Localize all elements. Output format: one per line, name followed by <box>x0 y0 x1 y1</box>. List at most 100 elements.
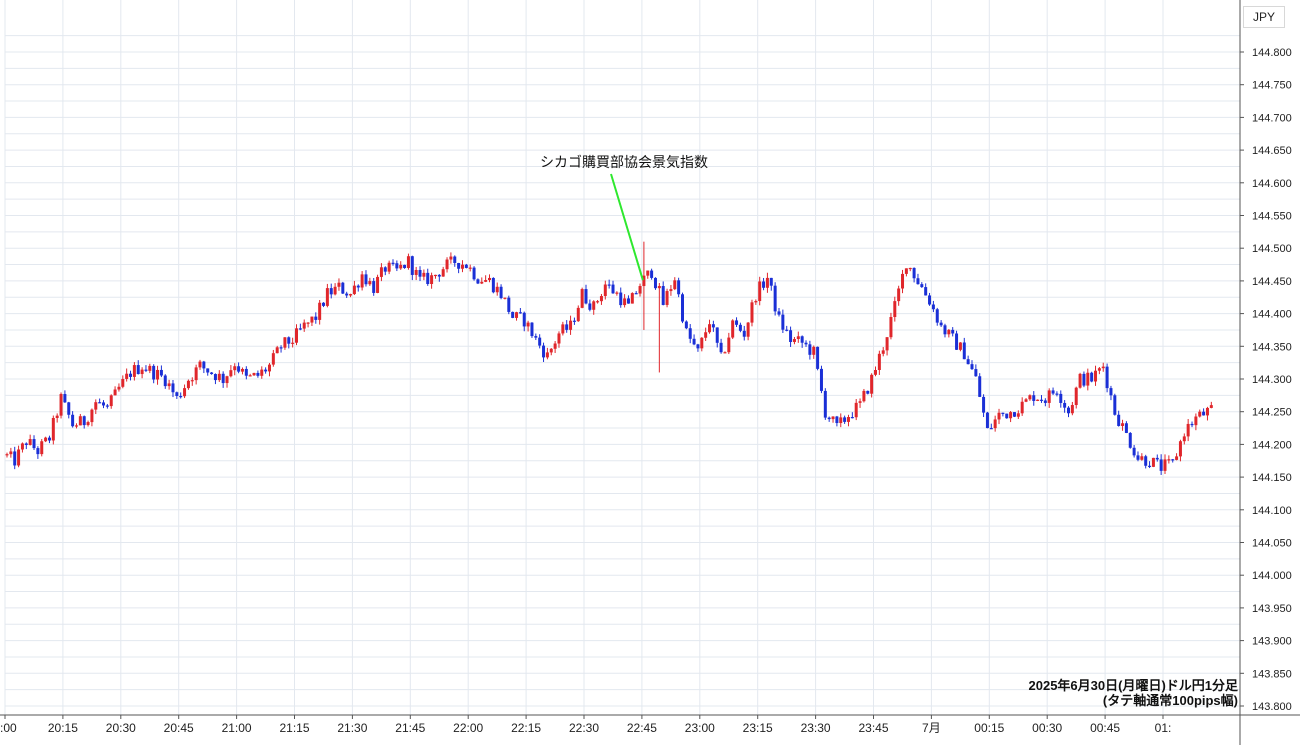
candle-down <box>202 361 206 369</box>
candle-up <box>870 374 874 394</box>
candle-down <box>634 293 638 295</box>
candle-down <box>692 338 696 345</box>
candle-up <box>78 416 82 426</box>
candle-up <box>592 301 596 310</box>
x-tick-label: 23:00 <box>685 721 715 735</box>
candle-up <box>113 389 117 396</box>
candle-down <box>24 443 28 445</box>
candle-down <box>530 322 534 337</box>
y-tick-label: 144.400 <box>1252 309 1292 321</box>
x-tick-label: 21:00 <box>222 721 252 735</box>
candle-up <box>194 367 198 381</box>
candle-up <box>132 365 136 377</box>
candle-up <box>908 267 912 270</box>
candle-down <box>1043 400 1047 403</box>
candle-down <box>542 345 546 358</box>
candle-up <box>657 286 661 289</box>
candle-up <box>337 282 341 287</box>
candle-down <box>1171 459 1175 461</box>
y-tick-label: 144.250 <box>1252 407 1292 419</box>
candle-up <box>854 402 858 418</box>
x-tick-label: 0:00 <box>0 721 17 735</box>
x-tick-label: 7月 <box>922 721 941 735</box>
candle-up <box>430 275 434 284</box>
candle-down <box>322 302 326 306</box>
candle-up <box>669 289 673 292</box>
candle-up <box>1070 405 1074 414</box>
candle-down <box>982 396 986 413</box>
candle-down <box>565 324 569 330</box>
candle-down <box>1090 372 1094 382</box>
candle-up <box>283 337 287 348</box>
candle-up <box>406 256 410 268</box>
candle-up <box>862 390 866 402</box>
candle-down <box>661 286 665 305</box>
candle-down <box>1148 465 1152 467</box>
candle-up <box>557 333 561 344</box>
x-tick-label: 23:45 <box>858 721 888 735</box>
candle-up <box>190 380 194 382</box>
candle-down <box>1063 402 1067 408</box>
candle-up <box>480 281 484 284</box>
candle-up <box>646 270 650 276</box>
candle-up <box>765 277 769 288</box>
candle-up <box>414 269 418 275</box>
candle-down <box>735 320 739 325</box>
x-tick-label: 23:15 <box>743 721 773 735</box>
candle-up <box>117 386 121 390</box>
y-tick-label: 144.450 <box>1252 276 1292 288</box>
candle-up <box>302 322 306 329</box>
candle-up <box>545 352 549 358</box>
candle-down <box>499 286 503 299</box>
candle-down <box>1124 423 1128 433</box>
candle-up <box>109 395 113 407</box>
x-tick-label: 00:15 <box>974 721 1004 735</box>
candle-up <box>291 342 295 344</box>
candle-up <box>198 361 202 368</box>
candle-down <box>210 372 214 375</box>
candle-up <box>615 292 619 294</box>
candle-up <box>897 288 901 302</box>
candle-up <box>1016 413 1020 417</box>
candle-down <box>67 402 71 415</box>
candle-up <box>758 281 762 302</box>
candle-up <box>1097 368 1101 371</box>
candle-down <box>1001 412 1005 414</box>
candle-down <box>171 383 175 393</box>
candle-up <box>333 286 337 295</box>
candle-up <box>9 451 13 455</box>
candle-up <box>885 337 889 351</box>
candle-up <box>44 437 48 442</box>
candle-up <box>233 366 237 371</box>
candle-up <box>55 415 59 418</box>
x-tick-label: 23:30 <box>801 721 831 735</box>
candle-down <box>955 333 959 350</box>
candle-up <box>449 256 453 260</box>
candle-down <box>677 280 681 295</box>
candle-up <box>1194 416 1198 426</box>
candle-up <box>349 294 353 296</box>
candle-down <box>287 337 291 344</box>
candle-down <box>213 374 217 381</box>
candle-up <box>1024 399 1028 402</box>
candle-up <box>1151 457 1155 467</box>
candle-down <box>978 376 982 397</box>
y-tick-label: 144.600 <box>1252 178 1292 190</box>
candle-up <box>484 280 488 282</box>
candle-down <box>572 320 576 322</box>
currency-selector[interactable]: JPY <box>1243 6 1285 28</box>
candle-up <box>750 302 754 323</box>
candle-up <box>433 274 437 277</box>
candle-up <box>229 370 233 377</box>
candle-down <box>221 373 225 384</box>
candle-down <box>804 342 808 345</box>
candle-down <box>1113 395 1117 415</box>
candle-up <box>599 296 603 302</box>
candle-down <box>1105 366 1109 389</box>
candle-down <box>719 342 723 353</box>
candle-down <box>696 344 700 349</box>
candle-up <box>240 368 244 372</box>
candle-down <box>626 298 630 304</box>
candle-down <box>71 414 75 427</box>
candle-up <box>271 353 275 365</box>
